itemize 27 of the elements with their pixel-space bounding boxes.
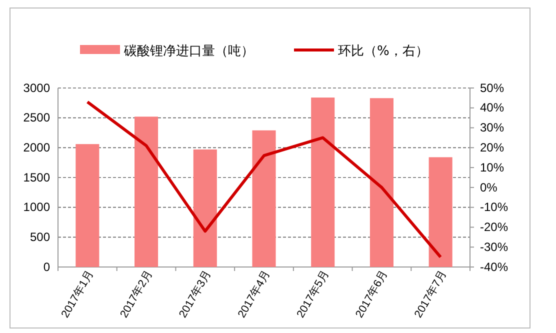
y2-tick-label: 20% (480, 140, 504, 155)
y-tick-label: 2500 (23, 110, 50, 125)
y-tick-label: 1500 (23, 170, 50, 184)
bar (76, 144, 100, 267)
y-tick-label: 3000 (23, 80, 50, 95)
y2-tick-label: -30% (480, 240, 508, 254)
legend-label: 环比（%，右） (338, 44, 428, 59)
line-series (86, 100, 442, 259)
y2-tick-label: 0% (480, 180, 498, 194)
bar (370, 98, 394, 267)
y-tick-label: 0 (43, 260, 50, 274)
y-tick-label: 1000 (23, 200, 50, 214)
y2-tick-label: -40% (480, 260, 508, 274)
y2-tick-label: -20% (480, 220, 508, 234)
y2-tick-label: -10% (480, 200, 508, 214)
bar (311, 98, 335, 267)
y2-tick-label: 10% (480, 160, 504, 174)
legend-label: 碳酸锂净进口量（吨） (123, 44, 254, 59)
y2-tick-label: 30% (480, 120, 504, 135)
y2-tick-label: 40% (480, 100, 504, 115)
bar (252, 130, 276, 267)
bar (193, 149, 217, 267)
y-tick-label: 500 (30, 230, 50, 244)
y-tick-label: 2000 (23, 140, 50, 155)
y2-tick-label: 50% (480, 80, 504, 95)
bar (134, 116, 158, 267)
bar (428, 157, 452, 267)
